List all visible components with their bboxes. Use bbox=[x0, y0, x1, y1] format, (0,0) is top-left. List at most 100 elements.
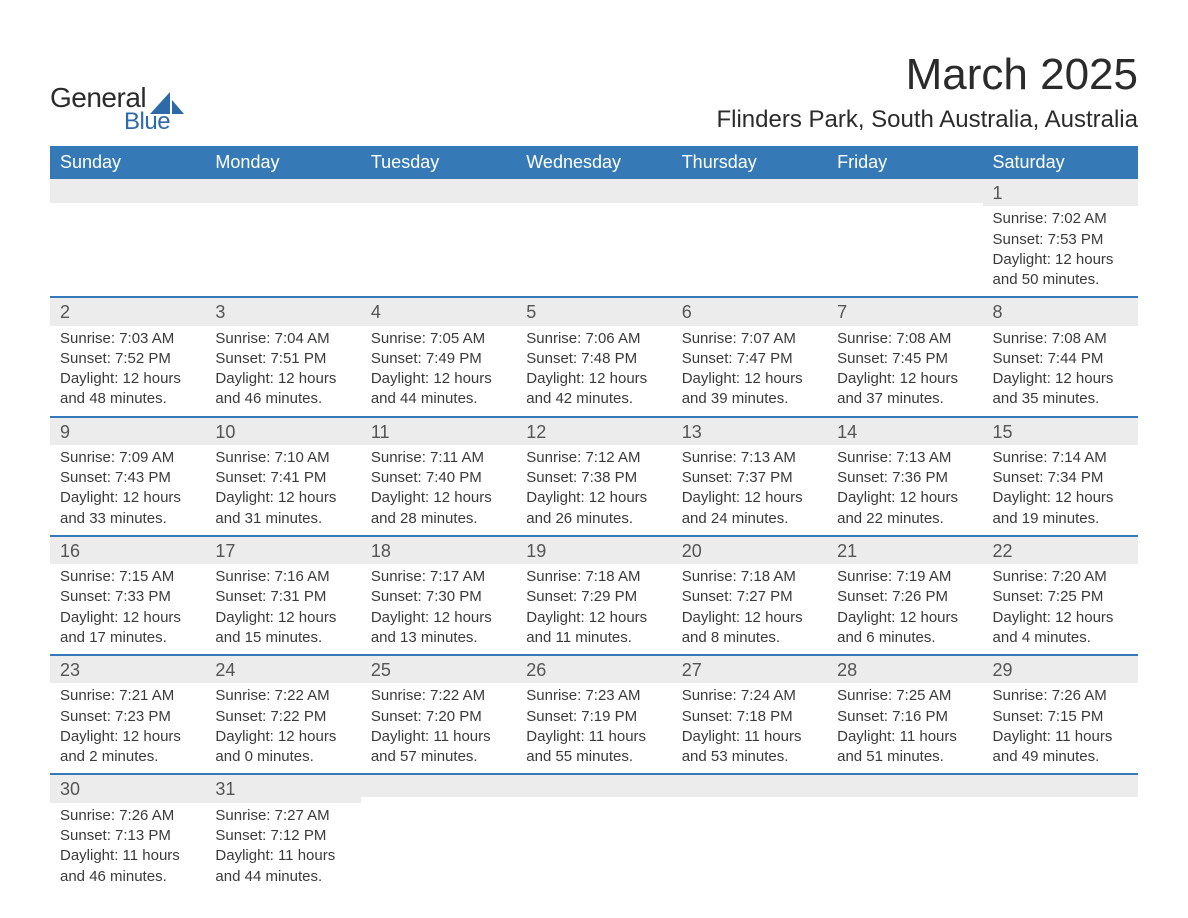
day-cell: 12Sunrise: 7:12 AMSunset: 7:38 PMDayligh… bbox=[516, 416, 671, 535]
day-number: 9 bbox=[50, 416, 205, 445]
day-number: 3 bbox=[205, 296, 360, 325]
day-number: 22 bbox=[983, 535, 1138, 564]
day-cell: 27Sunrise: 7:24 AMSunset: 7:18 PMDayligh… bbox=[672, 654, 827, 773]
sunrise-line: Sunrise: 7:26 AM bbox=[60, 806, 195, 826]
daylight-line: Daylight: 12 hours bbox=[837, 608, 972, 628]
title-block: March 2025 Flinders Park, South Australi… bbox=[716, 50, 1138, 134]
daylight-line: and 55 minutes. bbox=[526, 747, 661, 767]
sunrise-line: Sunrise: 7:24 AM bbox=[682, 686, 817, 706]
day-number: 8 bbox=[983, 296, 1138, 325]
day-cell: 24Sunrise: 7:22 AMSunset: 7:22 PMDayligh… bbox=[205, 654, 360, 773]
daylight-line: and 15 minutes. bbox=[215, 628, 350, 648]
sunrise-line: Sunrise: 7:02 AM bbox=[993, 209, 1128, 229]
empty-day-cell bbox=[361, 773, 516, 892]
sunrise-line: Sunrise: 7:20 AM bbox=[993, 567, 1128, 587]
daylight-line: Daylight: 12 hours bbox=[60, 369, 195, 389]
sunset-line: Sunset: 7:45 PM bbox=[837, 349, 972, 369]
empty-bar bbox=[983, 773, 1138, 797]
day-cell: 22Sunrise: 7:20 AMSunset: 7:25 PMDayligh… bbox=[983, 535, 1138, 654]
daylight-line: and 44 minutes. bbox=[215, 867, 350, 887]
sunrise-line: Sunrise: 7:25 AM bbox=[837, 686, 972, 706]
sunset-line: Sunset: 7:48 PM bbox=[526, 349, 661, 369]
empty-bar bbox=[827, 773, 982, 797]
empty-bar bbox=[672, 773, 827, 797]
daylight-line: Daylight: 11 hours bbox=[682, 727, 817, 747]
sunset-line: Sunset: 7:16 PM bbox=[837, 707, 972, 727]
week-row: 23Sunrise: 7:21 AMSunset: 7:23 PMDayligh… bbox=[50, 654, 1138, 773]
daylight-line: and 8 minutes. bbox=[682, 628, 817, 648]
sunset-line: Sunset: 7:40 PM bbox=[371, 468, 506, 488]
week-row: 30Sunrise: 7:26 AMSunset: 7:13 PMDayligh… bbox=[50, 773, 1138, 892]
sunrise-line: Sunrise: 7:03 AM bbox=[60, 329, 195, 349]
daylight-line: and 11 minutes. bbox=[526, 628, 661, 648]
daylight-line: Daylight: 11 hours bbox=[837, 727, 972, 747]
daylight-line: Daylight: 11 hours bbox=[526, 727, 661, 747]
day-cell: 30Sunrise: 7:26 AMSunset: 7:13 PMDayligh… bbox=[50, 773, 205, 892]
empty-day-cell bbox=[205, 179, 360, 296]
daylight-line: Daylight: 12 hours bbox=[215, 727, 350, 747]
day-cell: 9Sunrise: 7:09 AMSunset: 7:43 PMDaylight… bbox=[50, 416, 205, 535]
day-cell: 6Sunrise: 7:07 AMSunset: 7:47 PMDaylight… bbox=[672, 296, 827, 415]
daylight-line: Daylight: 12 hours bbox=[371, 488, 506, 508]
daylight-line: and 46 minutes. bbox=[60, 867, 195, 887]
sunset-line: Sunset: 7:29 PM bbox=[526, 587, 661, 607]
daylight-line: and 19 minutes. bbox=[993, 509, 1128, 529]
empty-day-cell bbox=[672, 773, 827, 892]
sunrise-line: Sunrise: 7:18 AM bbox=[682, 567, 817, 587]
sunrise-line: Sunrise: 7:07 AM bbox=[682, 329, 817, 349]
daylight-line: and 24 minutes. bbox=[682, 509, 817, 529]
sunset-line: Sunset: 7:51 PM bbox=[215, 349, 350, 369]
day-cell: 5Sunrise: 7:06 AMSunset: 7:48 PMDaylight… bbox=[516, 296, 671, 415]
day-number: 26 bbox=[516, 654, 671, 683]
day-number: 13 bbox=[672, 416, 827, 445]
sunset-line: Sunset: 7:47 PM bbox=[682, 349, 817, 369]
day-cell: 23Sunrise: 7:21 AMSunset: 7:23 PMDayligh… bbox=[50, 654, 205, 773]
sunrise-line: Sunrise: 7:16 AM bbox=[215, 567, 350, 587]
empty-day-cell bbox=[983, 773, 1138, 892]
daylight-line: Daylight: 12 hours bbox=[682, 488, 817, 508]
day-cell: 21Sunrise: 7:19 AMSunset: 7:26 PMDayligh… bbox=[827, 535, 982, 654]
daylight-line: and 42 minutes. bbox=[526, 389, 661, 409]
day-cell: 14Sunrise: 7:13 AMSunset: 7:36 PMDayligh… bbox=[827, 416, 982, 535]
sunrise-line: Sunrise: 7:11 AM bbox=[371, 448, 506, 468]
week-row: 2Sunrise: 7:03 AMSunset: 7:52 PMDaylight… bbox=[50, 296, 1138, 415]
sunrise-line: Sunrise: 7:21 AM bbox=[60, 686, 195, 706]
sunset-line: Sunset: 7:53 PM bbox=[993, 230, 1128, 250]
sunset-line: Sunset: 7:34 PM bbox=[993, 468, 1128, 488]
header-region: General Blue March 2025 Flinders Park, S… bbox=[50, 50, 1138, 136]
daylight-line: and 33 minutes. bbox=[60, 509, 195, 529]
weekday-header: Wednesday bbox=[516, 146, 671, 179]
sunrise-line: Sunrise: 7:10 AM bbox=[215, 448, 350, 468]
day-cell: 29Sunrise: 7:26 AMSunset: 7:15 PMDayligh… bbox=[983, 654, 1138, 773]
sunrise-line: Sunrise: 7:12 AM bbox=[526, 448, 661, 468]
daylight-line: and 4 minutes. bbox=[993, 628, 1128, 648]
day-number: 12 bbox=[516, 416, 671, 445]
daylight-line: and 28 minutes. bbox=[371, 509, 506, 529]
sunset-line: Sunset: 7:20 PM bbox=[371, 707, 506, 727]
day-number: 2 bbox=[50, 296, 205, 325]
day-cell: 15Sunrise: 7:14 AMSunset: 7:34 PMDayligh… bbox=[983, 416, 1138, 535]
day-cell: 7Sunrise: 7:08 AMSunset: 7:45 PMDaylight… bbox=[827, 296, 982, 415]
daylight-line: and 26 minutes. bbox=[526, 509, 661, 529]
weekday-header: Friday bbox=[827, 146, 982, 179]
sunrise-line: Sunrise: 7:05 AM bbox=[371, 329, 506, 349]
sunset-line: Sunset: 7:18 PM bbox=[682, 707, 817, 727]
sunset-line: Sunset: 7:36 PM bbox=[837, 468, 972, 488]
day-number: 1 bbox=[983, 179, 1138, 206]
day-number: 16 bbox=[50, 535, 205, 564]
daylight-line: and 17 minutes. bbox=[60, 628, 195, 648]
sunset-line: Sunset: 7:19 PM bbox=[526, 707, 661, 727]
day-cell: 2Sunrise: 7:03 AMSunset: 7:52 PMDaylight… bbox=[50, 296, 205, 415]
weekday-header-row: SundayMondayTuesdayWednesdayThursdayFrid… bbox=[50, 146, 1138, 179]
empty-day-cell bbox=[516, 773, 671, 892]
day-number: 28 bbox=[827, 654, 982, 683]
day-number: 7 bbox=[827, 296, 982, 325]
daylight-line: Daylight: 12 hours bbox=[993, 369, 1128, 389]
day-number: 25 bbox=[361, 654, 516, 683]
sunrise-line: Sunrise: 7:17 AM bbox=[371, 567, 506, 587]
sunset-line: Sunset: 7:49 PM bbox=[371, 349, 506, 369]
week-row: 16Sunrise: 7:15 AMSunset: 7:33 PMDayligh… bbox=[50, 535, 1138, 654]
sunset-line: Sunset: 7:13 PM bbox=[60, 826, 195, 846]
day-number: 14 bbox=[827, 416, 982, 445]
weekday-header: Tuesday bbox=[361, 146, 516, 179]
